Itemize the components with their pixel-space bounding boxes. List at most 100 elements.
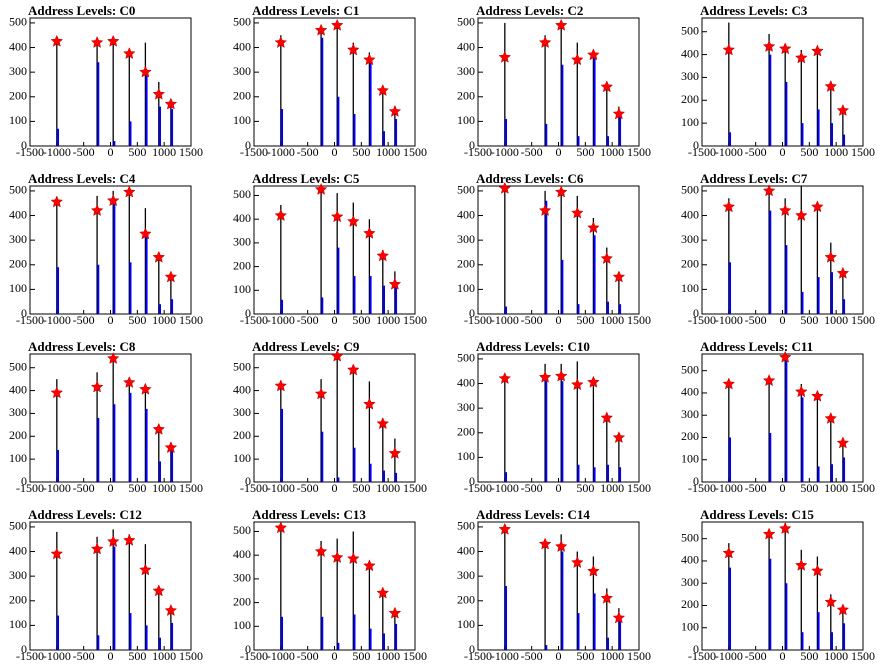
x-tick-label: 1500 — [403, 145, 427, 159]
star-marker — [836, 603, 850, 616]
star-marker — [778, 350, 792, 363]
star-marker — [152, 250, 166, 263]
y-tick-label: 200 — [9, 89, 27, 103]
star-marker — [778, 203, 792, 217]
y-tick-label: 400 — [457, 207, 475, 221]
star-marker — [346, 363, 360, 376]
x-tick-label: -1000 — [491, 145, 519, 159]
y-tick-label: 200 — [9, 593, 27, 607]
star-marker — [570, 555, 584, 569]
x-tick-label: 0 — [332, 145, 338, 159]
star-marker — [570, 53, 584, 66]
y-tick-label: 300 — [681, 232, 699, 246]
x-tick-label: -500 — [297, 481, 319, 495]
x-tick-label: 500 — [352, 145, 370, 159]
star-marker — [794, 208, 808, 221]
x-tick-label: -500 — [521, 313, 543, 327]
x-tick-label: 1000 — [600, 649, 624, 663]
x-tick-label: 500 — [800, 145, 818, 159]
star-marker — [330, 18, 344, 31]
star-marker — [363, 397, 376, 410]
y-tick-label: 300 — [9, 232, 27, 246]
y-tick-label: 500 — [681, 23, 699, 37]
x-tick-label: 0 — [108, 313, 114, 327]
star-marker — [346, 43, 360, 56]
x-tick-label: -1500 — [688, 481, 716, 495]
x-tick-label: 1000 — [600, 313, 624, 327]
x-tick-label: 0 — [780, 481, 786, 495]
star-marker — [274, 35, 288, 49]
x-tick-label: 1000 — [824, 649, 848, 663]
y-tick-label: 200 — [681, 429, 699, 443]
star-marker — [90, 203, 104, 217]
x-tick-label: -1000 — [715, 481, 743, 495]
star-marker — [274, 379, 288, 392]
x-tick-label: 500 — [128, 313, 146, 327]
y-tick-label: 100 — [233, 282, 251, 296]
y-tick-label: 400 — [9, 382, 27, 396]
x-tick-label: -1000 — [267, 649, 295, 663]
x-tick-label: -1000 — [491, 649, 519, 663]
y-tick-label: 500 — [681, 530, 699, 544]
x-tick-label: 1000 — [824, 313, 848, 327]
y-tick-label: 0 — [245, 138, 251, 152]
y-tick-label: 400 — [9, 543, 27, 557]
x-tick-label: 0 — [556, 649, 562, 663]
plot-frame — [29, 17, 192, 147]
star-marker — [811, 389, 824, 402]
star-marker — [376, 249, 390, 262]
y-tick-label: 500 — [233, 187, 251, 201]
star-marker — [722, 200, 736, 213]
star-marker — [50, 547, 64, 560]
star-marker — [106, 34, 120, 47]
x-tick-label: 500 — [128, 649, 146, 663]
x-tick-label: 0 — [108, 649, 114, 663]
star-marker — [152, 584, 166, 597]
star-marker — [722, 377, 736, 390]
star-marker — [836, 436, 850, 449]
plot-frame — [29, 353, 192, 483]
x-tick-label: 0 — [780, 313, 786, 327]
x-tick-label: -1000 — [43, 481, 71, 495]
star-marker — [824, 79, 838, 92]
y-tick-label: 500 — [457, 351, 475, 365]
y-tick-label: 400 — [233, 211, 251, 225]
x-tick-label: 0 — [556, 145, 562, 159]
x-tick-label: 1500 — [627, 649, 651, 663]
x-tick-label: 1000 — [376, 649, 400, 663]
star-marker — [90, 35, 104, 49]
star-marker — [388, 104, 402, 117]
x-tick-label: -1000 — [715, 649, 743, 663]
star-marker — [314, 23, 328, 36]
x-tick-label: -1000 — [715, 313, 743, 327]
y-tick-label: 500 — [9, 15, 27, 29]
y-tick-label: 400 — [233, 382, 251, 396]
star-marker — [554, 539, 568, 553]
x-tick-label: 500 — [352, 481, 370, 495]
star-marker — [152, 87, 166, 100]
x-tick-label: -1000 — [491, 481, 519, 495]
y-tick-label: 0 — [693, 306, 699, 320]
y-tick-label: 300 — [457, 400, 475, 414]
x-tick-label: 1500 — [179, 145, 203, 159]
star-marker — [570, 378, 584, 391]
y-tick-label: 400 — [233, 547, 251, 561]
x-tick-label: -1000 — [715, 145, 743, 159]
chart-title: Address Levels: C3 — [700, 3, 808, 18]
y-tick-label: 200 — [9, 428, 27, 442]
star-marker — [50, 386, 64, 399]
star-marker — [164, 97, 178, 110]
y-tick-label: 400 — [9, 207, 27, 221]
star-marker — [314, 182, 328, 195]
x-tick-label: 1000 — [600, 481, 624, 495]
x-tick-label: 500 — [800, 313, 818, 327]
x-tick-label: 500 — [128, 145, 146, 159]
star-marker — [570, 206, 584, 219]
chart-title: Address Levels: C13 — [252, 507, 366, 522]
y-tick-label: 100 — [233, 113, 251, 127]
x-tick-label: -1500 — [464, 313, 492, 327]
x-tick-label: 500 — [576, 649, 594, 663]
star-marker — [106, 351, 120, 364]
y-tick-label: 200 — [681, 257, 699, 271]
x-tick-label: 1500 — [851, 649, 875, 663]
